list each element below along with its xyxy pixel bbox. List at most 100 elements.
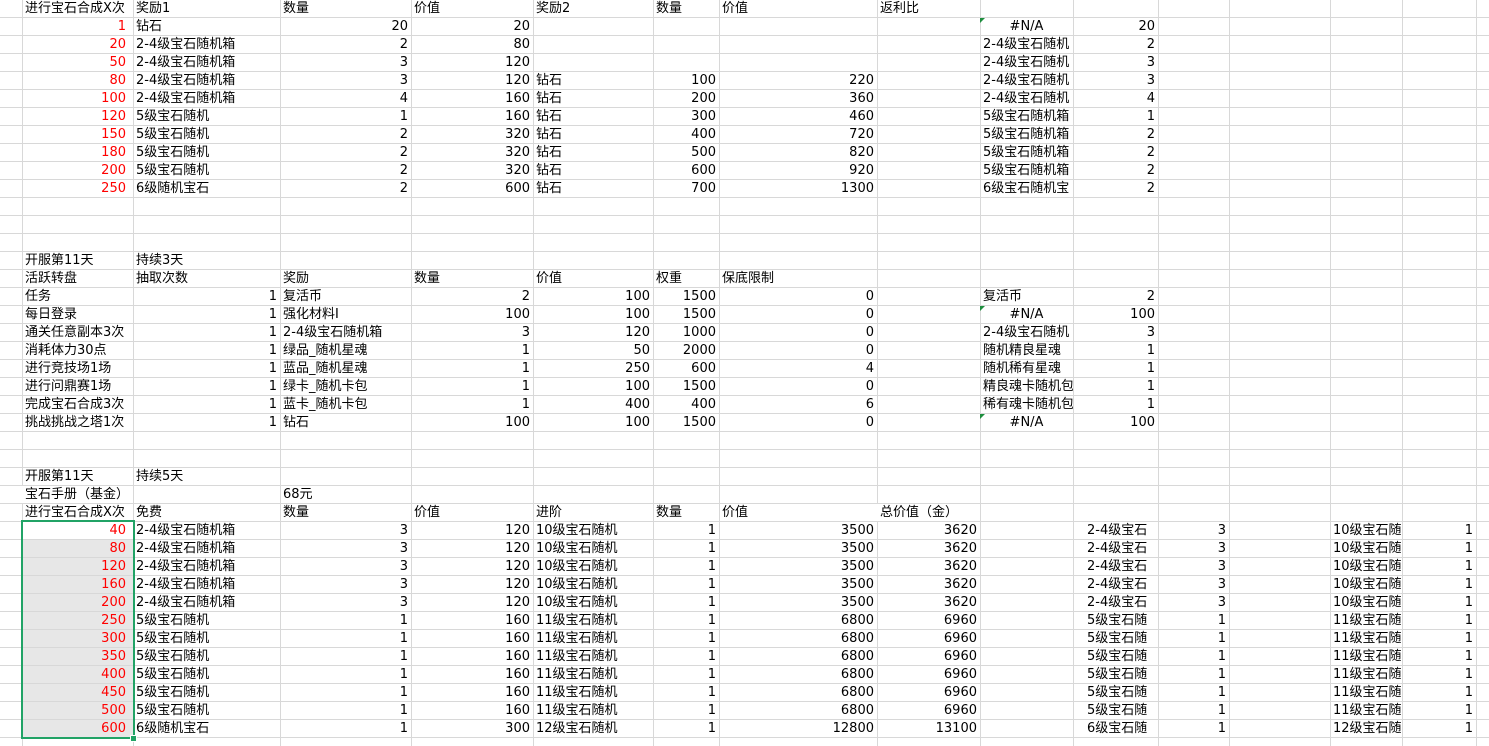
spreadsheet-cell[interactable]: 11级宝石随机: [536, 703, 618, 718]
spreadsheet-cell[interactable]: 6960: [943, 631, 977, 646]
spreadsheet-cell[interactable]: 100: [505, 415, 530, 430]
spreadsheet-cell[interactable]: 钻石: [536, 109, 563, 124]
spreadsheet-cell[interactable]: 68元: [283, 487, 313, 502]
spreadsheet-cell[interactable]: 11级宝石随: [1333, 685, 1402, 700]
spreadsheet-cell[interactable]: 350: [101, 649, 126, 664]
spreadsheet-cell[interactable]: 3: [1217, 523, 1226, 538]
spreadsheet-cell[interactable]: 1: [1464, 631, 1473, 646]
spreadsheet-cell[interactable]: 1: [399, 721, 408, 736]
spreadsheet-cell[interactable]: 100: [691, 73, 716, 88]
spreadsheet-cell[interactable]: 开服第11天: [25, 469, 94, 484]
spreadsheet-cell[interactable]: 5级宝石随机: [136, 613, 210, 628]
spreadsheet-cell[interactable]: 2-4级宝石随机箱: [136, 577, 236, 592]
spreadsheet-cell[interactable]: 2: [399, 127, 408, 142]
spreadsheet-cell[interactable]: 2-4级宝石随机箱: [136, 73, 236, 88]
spreadsheet-cell[interactable]: 100: [505, 307, 530, 322]
spreadsheet-cell[interactable]: 2: [521, 289, 530, 304]
spreadsheet-cell[interactable]: 20: [513, 19, 530, 34]
spreadsheet-cell[interactable]: 2-4级宝石随机箱: [136, 37, 236, 52]
spreadsheet-cell[interactable]: 蓝品_随机星魂: [283, 361, 368, 376]
spreadsheet-cell[interactable]: 6800: [840, 649, 874, 664]
spreadsheet-cell[interactable]: 12800: [832, 721, 874, 736]
spreadsheet-cell[interactable]: 3: [399, 595, 408, 610]
spreadsheet-cell[interactable]: 2-4级宝石: [1087, 595, 1148, 610]
spreadsheet-cell[interactable]: 1: [399, 703, 408, 718]
spreadsheet-cell[interactable]: 160: [505, 649, 530, 664]
spreadsheet-cell[interactable]: 进行宝石合成X次: [25, 1, 125, 16]
spreadsheet-cell[interactable]: 1: [707, 631, 716, 646]
spreadsheet-cell[interactable]: 12级宝石随: [1333, 721, 1402, 736]
spreadsheet-cell[interactable]: 2-4级宝石随机: [983, 37, 1070, 52]
spreadsheet-cell[interactable]: 3500: [840, 577, 874, 592]
spreadsheet-cell[interactable]: 2-4级宝石随机箱: [136, 55, 236, 70]
spreadsheet-cell[interactable]: 120: [101, 109, 126, 124]
spreadsheet-cell[interactable]: 完成宝石合成3次: [25, 397, 125, 412]
spreadsheet-cell[interactable]: 抽取次数: [136, 271, 189, 286]
spreadsheet-cell[interactable]: 500: [101, 703, 126, 718]
spreadsheet-cell[interactable]: 120: [505, 73, 530, 88]
spreadsheet-cell[interactable]: 120: [505, 541, 530, 556]
spreadsheet-cell[interactable]: 钻石: [536, 181, 563, 196]
spreadsheet-cell[interactable]: 2-4级宝石随机箱: [136, 91, 236, 106]
spreadsheet-cell[interactable]: 随机稀有星魂: [983, 361, 1062, 376]
spreadsheet-cell[interactable]: 250: [625, 361, 650, 376]
spreadsheet-cell[interactable]: 2-4级宝石随机箱: [136, 541, 236, 556]
spreadsheet-cell[interactable]: 6800: [840, 631, 874, 646]
spreadsheet-cell[interactable]: 150: [101, 127, 126, 142]
spreadsheet-cell[interactable]: 220: [849, 73, 874, 88]
spreadsheet-cell[interactable]: 11级宝石随: [1333, 631, 1402, 646]
spreadsheet-cell[interactable]: 120: [625, 325, 650, 340]
spreadsheet-cell[interactable]: 1: [521, 343, 530, 358]
spreadsheet-cell[interactable]: 3: [521, 325, 530, 340]
spreadsheet-cell[interactable]: 6级宝石随: [1087, 721, 1148, 736]
spreadsheet-cell[interactable]: 11级宝石随机: [536, 649, 618, 664]
spreadsheet-cell[interactable]: 1: [1146, 109, 1155, 124]
spreadsheet-cell[interactable]: 120: [505, 55, 530, 70]
spreadsheet-cell[interactable]: 绿品_随机星魂: [283, 343, 368, 358]
spreadsheet-cell[interactable]: 100: [1130, 307, 1155, 322]
spreadsheet-cell[interactable]: 10级宝石随机: [536, 559, 618, 574]
spreadsheet-cell[interactable]: 0: [865, 343, 874, 358]
spreadsheet-cell[interactable]: 2: [1146, 289, 1155, 304]
spreadsheet-cell[interactable]: 0: [865, 325, 874, 340]
spreadsheet-cell[interactable]: 数量: [656, 505, 683, 520]
spreadsheet-cell[interactable]: 2-4级宝石: [1087, 541, 1148, 556]
spreadsheet-cell[interactable]: 1500: [682, 289, 716, 304]
spreadsheet-cell[interactable]: 1000: [682, 325, 716, 340]
spreadsheet-cell[interactable]: 40: [109, 523, 126, 538]
spreadsheet-cell[interactable]: 3: [1217, 559, 1226, 574]
spreadsheet-cell[interactable]: 钻石: [136, 19, 163, 34]
spreadsheet-cell[interactable]: 6级随机宝石: [136, 181, 210, 196]
spreadsheet-cell[interactable]: 3500: [840, 541, 874, 556]
spreadsheet-cell[interactable]: 持续3天: [136, 253, 184, 268]
spreadsheet-cell[interactable]: 强化材料I: [283, 307, 339, 322]
spreadsheet-cell[interactable]: 200: [101, 163, 126, 178]
spreadsheet-cell[interactable]: 11级宝石随机: [536, 685, 618, 700]
spreadsheet-cell[interactable]: 1: [1217, 631, 1226, 646]
spreadsheet-cell[interactable]: 复活币: [283, 289, 323, 304]
spreadsheet-cell[interactable]: 80: [513, 37, 530, 52]
spreadsheet-cell[interactable]: 1: [521, 397, 530, 412]
spreadsheet-cell[interactable]: 12级宝石随机: [536, 721, 618, 736]
spreadsheet-cell[interactable]: 20: [109, 37, 126, 52]
spreadsheet-cell[interactable]: 1: [1217, 613, 1226, 628]
spreadsheet-cell[interactable]: 500: [691, 145, 716, 160]
spreadsheet-cell[interactable]: 1: [1217, 685, 1226, 700]
spreadsheet-cell[interactable]: 3: [399, 55, 408, 70]
spreadsheet-cell[interactable]: 价值: [414, 1, 441, 16]
spreadsheet-cell[interactable]: 1: [1217, 667, 1226, 682]
spreadsheet-cell[interactable]: 价值: [722, 505, 749, 520]
spreadsheet-cell[interactable]: 160: [505, 703, 530, 718]
spreadsheet-cell[interactable]: 保底限制: [722, 271, 775, 286]
spreadsheet-cell[interactable]: 1: [707, 559, 716, 574]
spreadsheet-cell[interactable]: 1: [268, 379, 277, 394]
spreadsheet-cell[interactable]: 0: [865, 379, 874, 394]
spreadsheet-cell[interactable]: 2-4级宝石随机箱: [283, 325, 383, 340]
spreadsheet-cell[interactable]: 100: [101, 91, 126, 106]
spreadsheet-cell[interactable]: 400: [691, 397, 716, 412]
spreadsheet-cell[interactable]: 160: [505, 613, 530, 628]
spreadsheet-cell[interactable]: 6800: [840, 685, 874, 700]
spreadsheet-cell[interactable]: 5级宝石随机: [136, 703, 210, 718]
spreadsheet-cell[interactable]: 2-4级宝石随机箱: [136, 559, 236, 574]
spreadsheet-cell[interactable]: 80: [109, 541, 126, 556]
